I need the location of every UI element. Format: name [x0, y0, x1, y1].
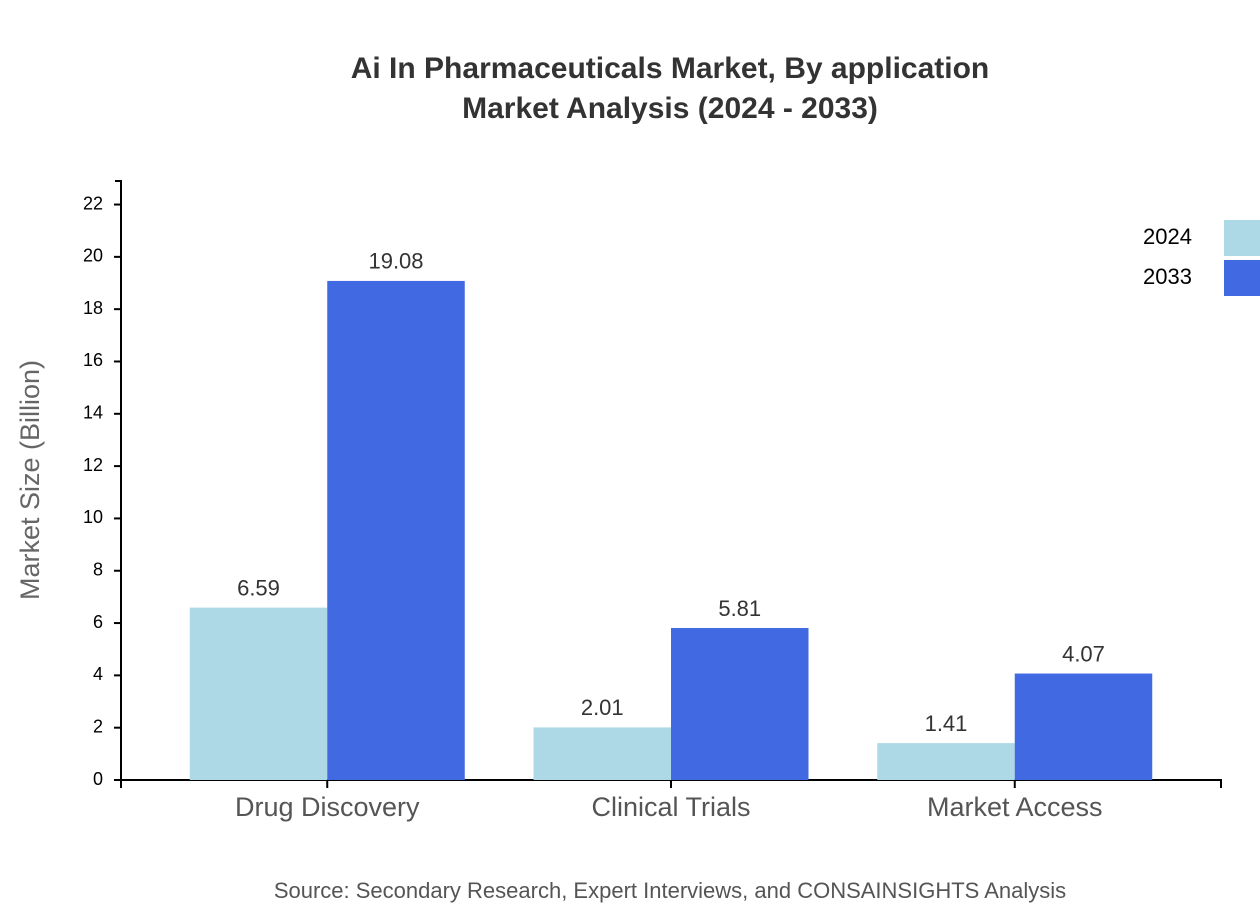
- legend-label: 2033: [1143, 264, 1192, 289]
- value-label: 6.59: [237, 575, 280, 600]
- source-note: Source: Secondary Research, Expert Inter…: [274, 878, 1066, 903]
- bar: [327, 280, 465, 780]
- y-tick-label: 18: [83, 298, 103, 318]
- y-tick-label: 8: [93, 559, 103, 579]
- bar: [533, 727, 671, 780]
- y-tick-label: 14: [83, 403, 103, 423]
- legend-label: 2024: [1143, 224, 1192, 249]
- legend-swatch: [1224, 220, 1260, 256]
- y-tick-label: 12: [83, 455, 103, 475]
- chart-subtitle: Market Analysis (2024 - 2033): [462, 92, 878, 125]
- value-label: 2.01: [581, 695, 624, 720]
- y-tick-label: 0: [93, 769, 103, 789]
- value-label: 1.41: [925, 711, 968, 736]
- x-tick-label: Clinical Trials: [591, 792, 750, 822]
- y-tick-label: 20: [83, 246, 103, 266]
- bar: [189, 607, 328, 780]
- y-tick-label: 2: [93, 716, 103, 736]
- value-label: 5.81: [718, 596, 761, 621]
- x-tick-label: Market Access: [927, 792, 1103, 822]
- y-tick-label: 10: [83, 507, 103, 527]
- y-tick-label: 6: [93, 612, 103, 632]
- y-axis-title: Market Size (Billion): [15, 360, 45, 600]
- y-tick-label: 4: [93, 664, 103, 684]
- x-tick-label: Drug Discovery: [235, 792, 420, 822]
- value-label: 19.08: [368, 249, 423, 274]
- chart-title: Ai In Pharmaceuticals Market, By applica…: [351, 52, 990, 85]
- value-label: 4.07: [1062, 641, 1105, 666]
- y-tick-label: 22: [83, 193, 103, 213]
- bar: [877, 743, 1015, 780]
- y-axis: [115, 180, 122, 780]
- y-tick-label: 16: [83, 350, 103, 370]
- legend-swatch: [1224, 260, 1260, 296]
- bar: [1014, 673, 1153, 780]
- bar: [671, 628, 809, 780]
